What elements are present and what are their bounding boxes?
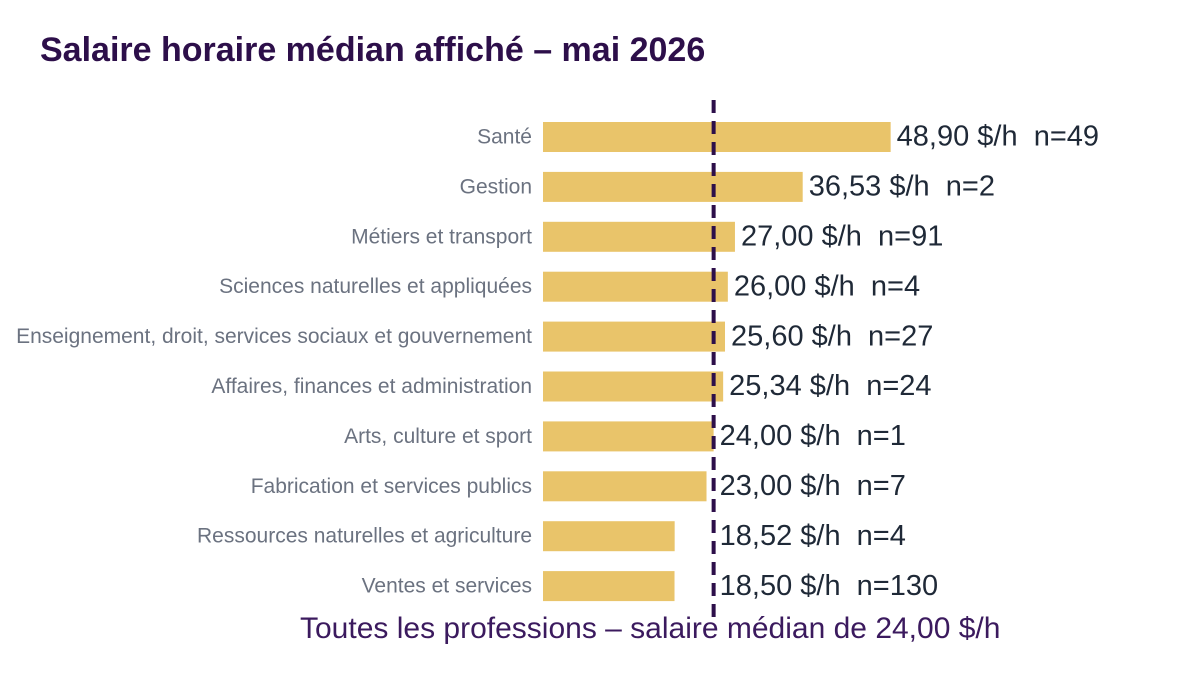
category-label: Enseignement, droit, services sociaux et… bbox=[16, 325, 532, 348]
value-label: 18,52 $/h n=4 bbox=[720, 520, 906, 552]
value-label: 26,00 $/h n=4 bbox=[734, 270, 920, 302]
category-label: Métiers et transport bbox=[351, 225, 532, 248]
category-label: Ressources naturelles et agriculture bbox=[197, 525, 532, 548]
category-label: Sciences naturelles et appliquées bbox=[219, 275, 532, 298]
category-label: Gestion bbox=[460, 175, 532, 198]
category-label: Ventes et services bbox=[362, 575, 532, 598]
bar bbox=[543, 521, 675, 552]
bar bbox=[543, 122, 891, 152]
category-label: Fabrication et services publics bbox=[251, 475, 532, 498]
value-label: 23,00 $/h n=7 bbox=[720, 470, 906, 502]
bar bbox=[543, 321, 725, 352]
value-label: 25,60 $/h n=27 bbox=[731, 320, 933, 352]
bar bbox=[543, 221, 735, 252]
value-label: 25,34 $/h n=24 bbox=[729, 370, 931, 402]
value-label: 24,00 $/h n=1 bbox=[720, 420, 906, 452]
bar bbox=[543, 171, 803, 202]
bar bbox=[543, 471, 707, 502]
value-label: 18,50 $/h n=130 bbox=[720, 570, 939, 602]
value-label: 27,00 $/h n=91 bbox=[741, 220, 943, 252]
category-label: Affaires, finances et administration bbox=[211, 375, 532, 398]
value-label: 36,53 $/h n=2 bbox=[809, 171, 995, 203]
bar bbox=[543, 571, 675, 602]
value-label: 48,90 $/h n=49 bbox=[897, 121, 1099, 153]
category-label: Santé bbox=[477, 126, 532, 149]
category-label: Arts, culture et sport bbox=[344, 425, 532, 448]
bar bbox=[543, 271, 728, 302]
chart-title: Salaire horaire médian affiché – mai 202… bbox=[40, 31, 705, 69]
reference-label: Toutes les professions – salaire médian … bbox=[300, 612, 1000, 645]
bar bbox=[543, 421, 714, 452]
bar bbox=[543, 371, 724, 402]
